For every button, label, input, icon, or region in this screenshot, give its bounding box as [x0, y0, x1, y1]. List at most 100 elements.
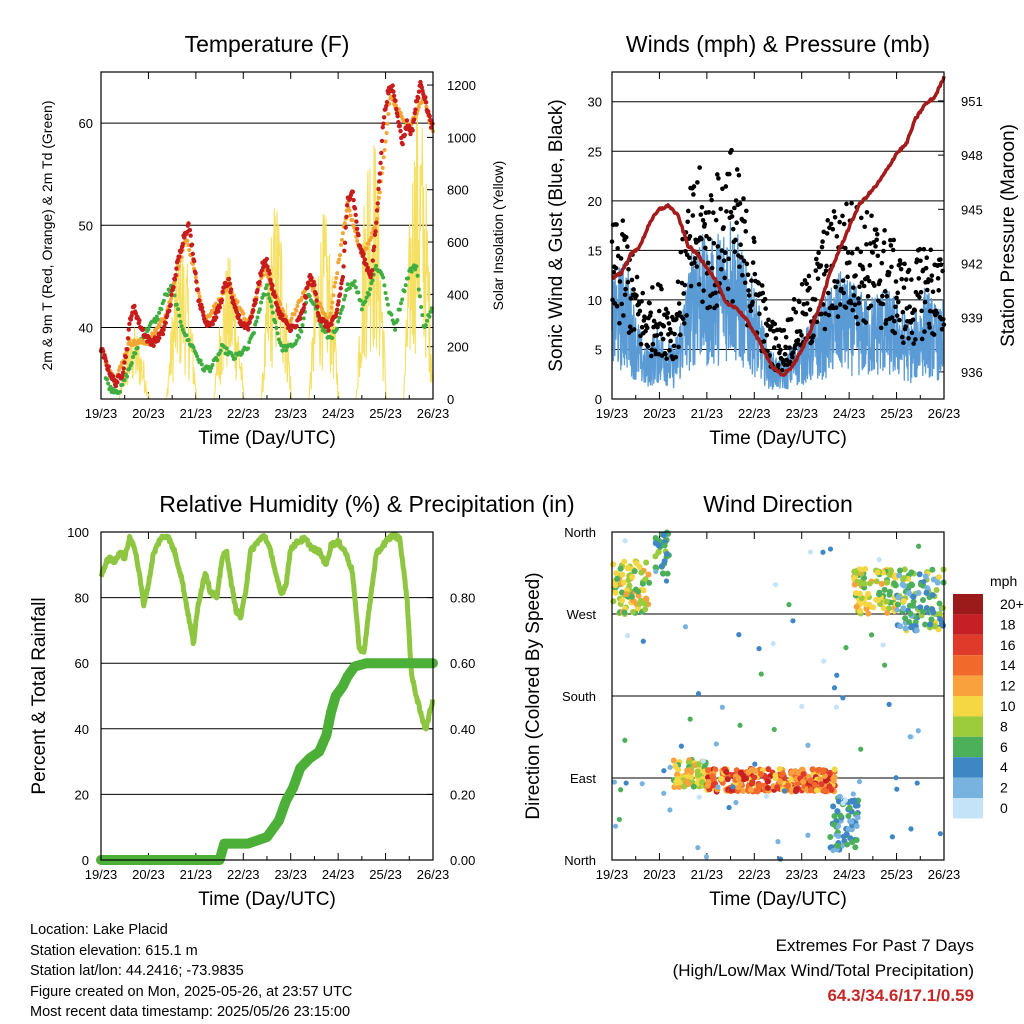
dewpoint-point	[348, 285, 352, 290]
solar-insolation-line	[403, 103, 434, 400]
gust-point	[663, 306, 669, 312]
dewpoint-point	[232, 356, 237, 361]
temp-2m-point	[219, 297, 225, 303]
dewpoint-point	[406, 276, 411, 281]
dewpoint-point	[374, 263, 379, 268]
gust-point	[691, 192, 696, 197]
direction-point	[884, 579, 891, 586]
gust-point	[912, 308, 918, 313]
direction-point	[639, 781, 645, 787]
direction-point	[818, 781, 825, 788]
gust-point	[672, 331, 677, 337]
direction-point	[642, 606, 649, 613]
gust-point	[835, 314, 841, 319]
direction-point	[899, 581, 906, 588]
temp-9m-point	[235, 299, 240, 304]
y-tick-label: 10	[588, 293, 602, 308]
direction-point	[909, 623, 916, 630]
y-right-tick-label: 0.80	[450, 591, 475, 606]
dewpoint-point	[395, 318, 400, 323]
direction-point	[892, 582, 899, 589]
solar-insolation-line	[308, 214, 340, 400]
direction-point	[643, 559, 650, 566]
temp-2m-point	[416, 89, 422, 94]
gust-point	[626, 266, 631, 272]
temp-2m-point	[298, 316, 303, 321]
gust-point	[930, 289, 936, 295]
direction-point	[820, 768, 827, 775]
temp-9m-point	[327, 315, 332, 320]
temp-9m-point	[281, 309, 286, 314]
direction-point	[663, 578, 670, 584]
gust-point	[894, 295, 899, 301]
station-info: Location: Lake Placid Station elevation:…	[30, 920, 352, 1023]
legend-label: 20+	[1000, 596, 1024, 612]
direction-point	[740, 787, 747, 794]
temp-2m-point	[326, 328, 331, 333]
gust-point	[923, 265, 929, 271]
dewpoint-point	[299, 329, 304, 334]
x-tick-label: 20/23	[132, 406, 165, 421]
direction-point	[696, 794, 702, 800]
direction-point	[646, 579, 653, 586]
dewpoint-point	[155, 317, 160, 322]
direction-point	[781, 788, 788, 794]
gust-point	[834, 234, 840, 239]
y-right-tick-label: 1000	[447, 130, 476, 145]
gust-point	[822, 326, 828, 332]
gust-point	[648, 353, 654, 359]
direction-point	[882, 662, 888, 668]
gust-point	[737, 201, 743, 206]
y-right-tick-label: 0.60	[450, 656, 475, 671]
direction-point	[752, 761, 758, 767]
gust-point	[791, 306, 796, 312]
direction-point	[748, 766, 755, 773]
direction-point	[695, 845, 701, 851]
humidity-precip-panel: Relative Humidity (%) & Precipitation (i…	[29, 491, 575, 910]
direction-point	[908, 581, 915, 588]
temp-2m-point	[427, 113, 432, 119]
direction-point	[854, 814, 861, 821]
gust-point	[848, 300, 854, 306]
dewpoint-point	[275, 331, 280, 336]
temp-2m-point	[313, 291, 319, 297]
dewpoint-point	[427, 314, 432, 319]
temp-2m-point	[160, 331, 166, 337]
direction-point	[623, 780, 629, 786]
temp-9m-point	[366, 241, 371, 246]
x-tick-label: 21/23	[691, 867, 724, 882]
y-axis-label: Direction (Colored By Speed)	[523, 572, 544, 819]
temp-2m-point	[164, 313, 170, 318]
dewpoint-point	[274, 325, 279, 330]
direction-point	[886, 571, 893, 578]
temp-9m-point	[339, 238, 344, 243]
gust-point	[853, 314, 859, 320]
temp-2m-point	[395, 114, 400, 119]
gust-point	[804, 301, 810, 306]
direction-point	[827, 833, 834, 840]
gust-point	[898, 261, 903, 266]
y-tick-label: West	[567, 607, 597, 622]
dewpoint-point	[397, 307, 402, 312]
x-tick-label: 25/23	[880, 406, 913, 421]
direction-point	[937, 616, 944, 623]
x-tick-label: 21/23	[180, 406, 213, 421]
direction-point	[853, 603, 860, 610]
direction-point	[622, 737, 628, 743]
direction-point	[807, 787, 814, 794]
direction-point	[763, 793, 770, 799]
gust-point	[748, 308, 754, 314]
gust-point	[807, 307, 813, 312]
temp-2m-point	[354, 219, 359, 224]
dewpoint-point	[339, 307, 344, 312]
temp-9m-point	[185, 238, 190, 243]
gust-point	[815, 276, 821, 281]
gust-point	[677, 332, 683, 338]
pressure-line	[611, 75, 946, 377]
direction-point	[786, 602, 792, 608]
direction-point	[611, 779, 618, 785]
legend-label: 6	[1000, 739, 1008, 755]
gust-point	[913, 337, 918, 342]
direction-point	[834, 842, 841, 849]
temp-2m-point	[122, 360, 127, 365]
